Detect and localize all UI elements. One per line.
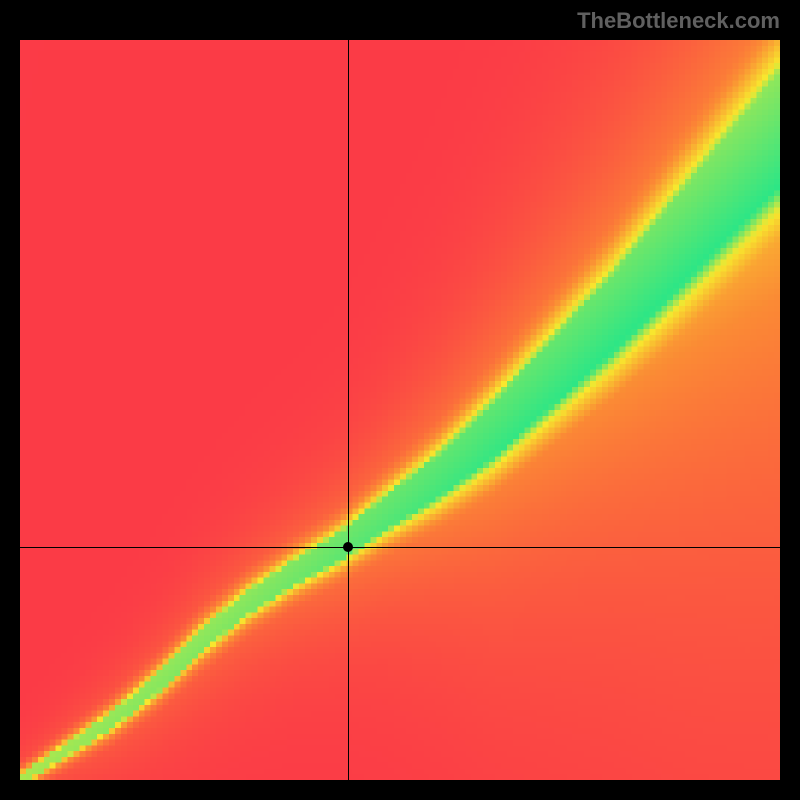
heatmap-canvas (20, 40, 780, 780)
crosshair-horizontal (20, 547, 780, 548)
chart-container: TheBottleneck.com (0, 0, 800, 800)
crosshair-marker (343, 542, 353, 552)
crosshair-vertical (348, 40, 349, 780)
watermark-text: TheBottleneck.com (577, 8, 780, 34)
